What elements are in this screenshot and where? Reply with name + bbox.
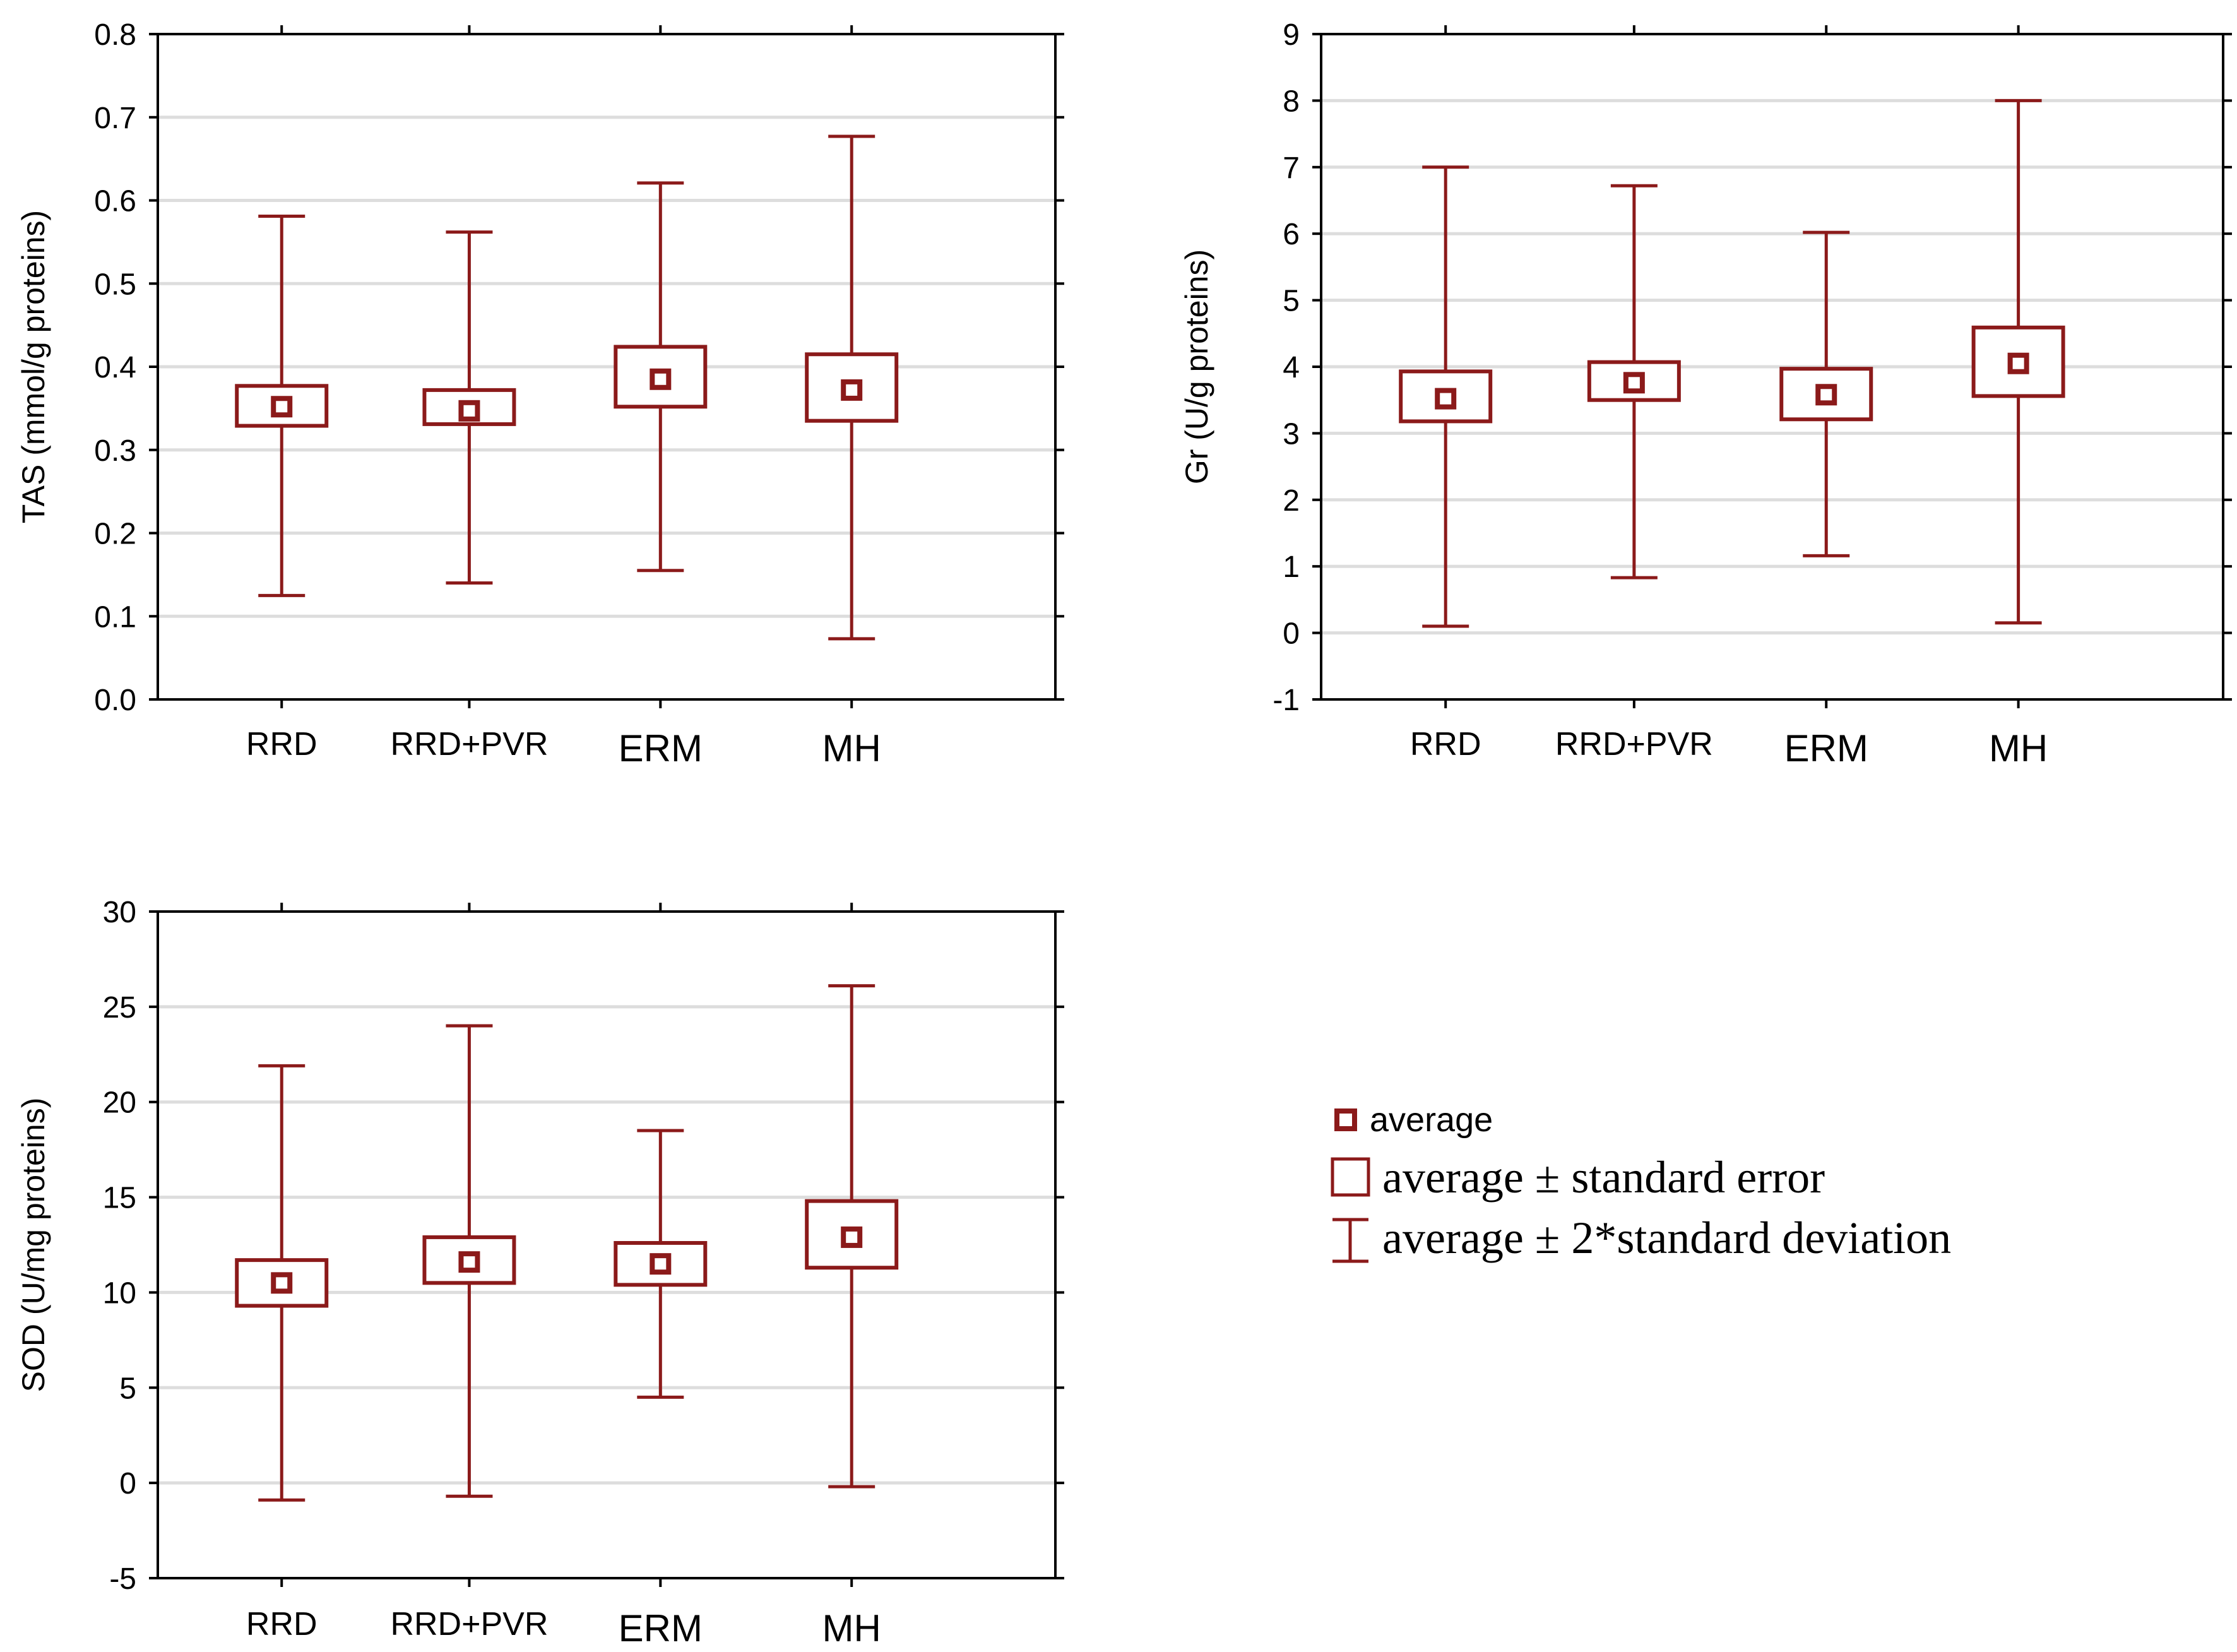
tas-ytick-label: 0.1 [94,600,136,634]
gr-mean-marker [1435,388,1457,410]
sod-category-label: ERM [619,1607,703,1649]
tas-category-label: RRD [246,726,317,763]
sod-ytick-label: 5 [119,1372,136,1405]
legend-se-box [1331,1157,1370,1197]
sod-ytick-label: 25 [103,991,136,1025]
tas-ytick-label: 0.7 [94,102,136,135]
gr-mean-marker [2007,352,2029,374]
gr-ytick-label: 1 [1283,550,1300,584]
gr-ytick-label: 7 [1283,152,1300,185]
sod-ytick-label: 0 [119,1467,136,1500]
sod-plot-frame [157,910,1057,1579]
gr-ytick-label: 3 [1283,417,1300,451]
sod-ytick-label: 30 [103,896,136,929]
gr-ytick-label: -1 [1273,684,1300,717]
legend-label-sd: average ± 2*standard deviation [1382,1213,1951,1263]
tas-chart: 0.0 0.1 0.2 0.3 0.4 0.5 0.6 0.7 0.8 TAS (mmol/g p… [16,18,1064,770]
sod-mean-marker [650,1253,672,1275]
sod-mean-marker [841,1226,863,1248]
sod-ytick-label: 10 [103,1276,136,1310]
gr-category-label: RRD+PVR [1555,726,1713,763]
tas-mean-marker [271,396,293,418]
gr-ytick-label: 8 [1283,85,1300,118]
tas-ytick-label: 0.6 [94,185,136,218]
tas-category-label: MH [822,727,881,770]
tas-y-axis-label: TAS (mmol/g proteins) [16,210,51,523]
sod-ytick-label: 20 [103,1086,136,1120]
legend-label-average: average [1370,1101,1493,1139]
gr-ytick-label: 5 [1283,285,1300,318]
gr-y-axis-label: Gr (U/g proteins) [1179,249,1214,484]
tas-ytick-label: 0.2 [94,518,136,551]
sod-ytick-label: -5 [109,1562,136,1596]
gr-category-label: MH [1989,727,2048,770]
tas-ytick-label: 0.8 [94,18,136,52]
gr-category-label: RRD [1410,726,1481,763]
gr-ytick-label: 4 [1283,351,1300,384]
tas-category-label: ERM [619,727,703,770]
gr-ytick-label: 6 [1283,218,1300,251]
tas-mean-marker [458,400,480,422]
sod-y-axis-label: SOD (U/mg proteins) [16,1098,51,1393]
legend-average-marker [1334,1108,1357,1131]
legend-label-se: average ± standard error [1382,1152,1825,1203]
sod-mean-marker [271,1272,293,1294]
tas-mean-marker [650,368,672,390]
tas-ytick-label: 0.3 [94,434,136,468]
tas-category-label: RRD+PVR [390,726,548,763]
gr-ytick-label: 9 [1283,18,1300,52]
sod-ytick-label: 15 [103,1182,136,1215]
sod-se-box [235,1258,329,1308]
legend: average average ± standard error average… [1331,1101,1951,1263]
gr-ytick-label: 2 [1283,484,1300,518]
tas-mean-marker [841,379,863,401]
sod-category-label: MH [822,1607,881,1649]
gr-mean-marker [1815,384,1837,406]
sod-se-box [422,1235,516,1285]
tas-ytick-label: 0.5 [94,268,136,301]
sod-category-label: RRD [246,1606,317,1643]
tas-ytick-label: 0.4 [94,351,136,384]
gr-chart: -1 0 1 2 3 4 5 6 7 8 9 Gr (U/g proteins) RRD RRD+PVR E… [1179,18,2232,770]
sod-chart: -5 0 5 10 15 20 25 30 SOD (U/mg proteins) RRD RRD+… [16,896,1064,1649]
gr-mean-marker [1623,372,1645,394]
sod-mean-marker [458,1251,480,1273]
tas-ytick-label: 0.0 [94,684,136,717]
sod-category-label: RRD+PVR [390,1606,548,1643]
gr-ytick-label: 0 [1283,617,1300,651]
gr-category-label: ERM [1784,727,1868,770]
